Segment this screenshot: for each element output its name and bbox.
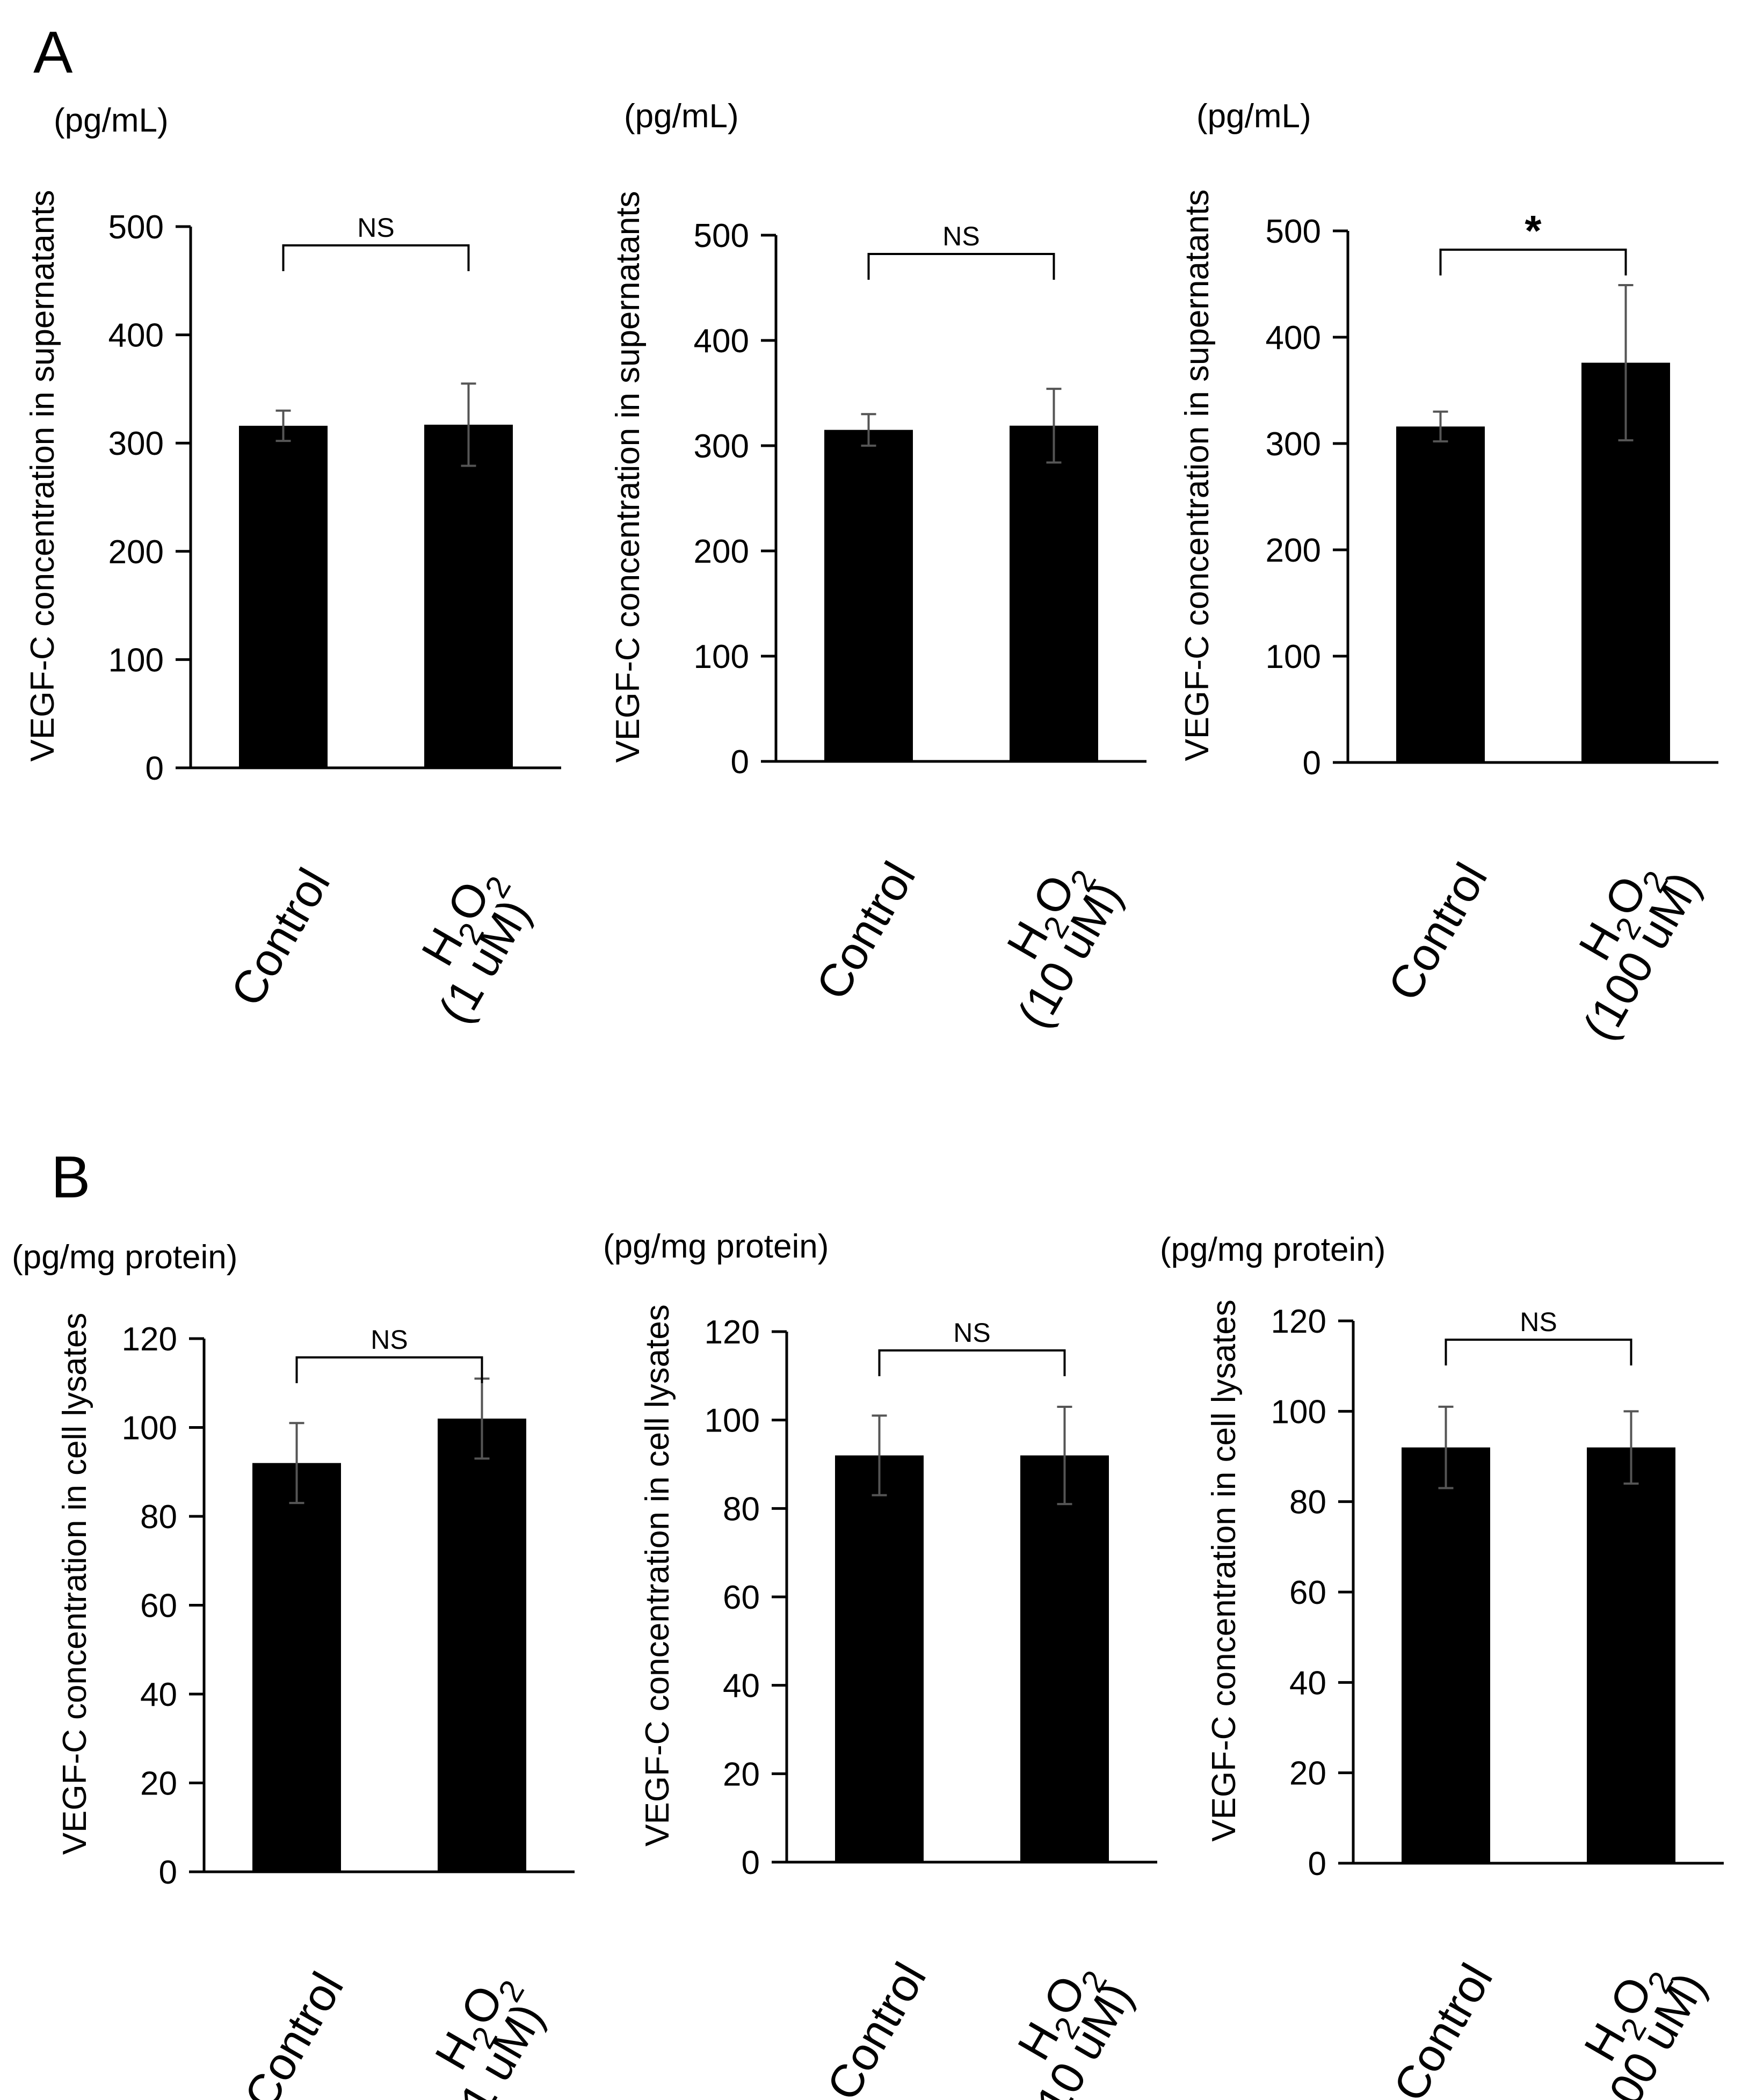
y-tick-label: 80 <box>1289 1484 1326 1521</box>
significance-label: NS <box>371 1325 408 1355</box>
y-axis-label: VEGF-C concentration in supernatants <box>1179 190 1216 761</box>
y-tick-label: 400 <box>694 323 749 360</box>
y-tick-label: 80 <box>723 1491 760 1528</box>
y-tick-label: 20 <box>723 1756 760 1793</box>
panel-b-letter: B <box>51 1144 90 1210</box>
y-tick-label: 0 <box>146 750 164 787</box>
y-axis-label: VEGF-C concentration in cell lysates <box>1206 1299 1243 1842</box>
significance-bracket <box>1439 249 1627 275</box>
y-axis-label: VEGF-C concentration in supernatants <box>24 190 61 762</box>
bar-control <box>1396 426 1485 762</box>
bar-control <box>1402 1447 1490 1863</box>
y-tick-label: 120 <box>122 1321 177 1358</box>
y-tick-label: 20 <box>1289 1755 1326 1792</box>
y-tick-label: 20 <box>140 1765 177 1803</box>
unit-label: (pg/mg protein) <box>603 1228 829 1265</box>
significance-label: NS <box>1520 1307 1557 1337</box>
unit-label: (pg/mg protein) <box>12 1239 237 1276</box>
y-tick-label: 400 <box>108 317 164 354</box>
y-axis-label: VEGF-C concentration in supernatants <box>609 191 647 763</box>
significance-bracket <box>878 1349 1066 1376</box>
significance-label: NS <box>953 1318 990 1348</box>
significance-label: * <box>1525 207 1542 255</box>
y-tick-label: 300 <box>1266 426 1321 463</box>
bar-h2o2 <box>438 1418 526 1872</box>
bar-control <box>824 430 913 761</box>
y-tick-label: 300 <box>108 425 164 462</box>
bar-control <box>835 1455 924 1862</box>
y-tick-label: 500 <box>694 217 749 255</box>
bar-control <box>252 1463 341 1872</box>
significance-label: NS <box>357 213 394 243</box>
y-tick-label: 0 <box>731 744 749 781</box>
significance-bracket <box>867 253 1055 280</box>
bar-h2o2 <box>1587 1447 1675 1863</box>
y-tick-label: 500 <box>108 209 164 246</box>
significance-label: NS <box>942 221 979 251</box>
significance-bracket <box>282 244 470 271</box>
y-tick-label: 0 <box>742 1844 760 1881</box>
y-tick-label: 40 <box>723 1668 760 1705</box>
y-tick-label: 100 <box>1271 1393 1326 1430</box>
y-tick-label: 200 <box>1266 532 1321 569</box>
y-axis-label: VEGF-C concentration in cell lysates <box>56 1313 93 1855</box>
y-tick-label: 0 <box>159 1854 177 1891</box>
y-tick-label: 60 <box>723 1579 760 1616</box>
unit-label: (pg/mg protein) <box>1160 1231 1385 1268</box>
unit-label: (pg/mL) <box>1196 98 1311 135</box>
y-tick-label: 400 <box>1266 319 1321 357</box>
y-tick-label: 100 <box>122 1410 177 1447</box>
significance-bracket <box>295 1356 483 1383</box>
bar-h2o2 <box>1010 425 1098 761</box>
bar-h2o2 <box>424 424 513 768</box>
unit-label: (pg/mL) <box>54 102 169 139</box>
y-tick-label: 100 <box>694 638 749 675</box>
y-tick-label: 60 <box>1289 1574 1326 1611</box>
y-tick-label: 0 <box>1308 1845 1326 1883</box>
y-tick-label: 80 <box>140 1499 177 1536</box>
y-tick-label: 40 <box>1289 1665 1326 1702</box>
y-tick-label: 60 <box>140 1588 177 1625</box>
y-tick-label: 100 <box>108 642 164 679</box>
y-tick-label: 200 <box>694 533 749 570</box>
bar-h2o2 <box>1020 1455 1109 1862</box>
bar-control <box>239 425 328 768</box>
y-tick-label: 200 <box>108 534 164 571</box>
y-tick-label: 100 <box>705 1403 760 1440</box>
chart-6: (pg/mg protein) VEGF-C concentration in c… <box>1160 1231 1724 2100</box>
unit-label: (pg/mL) <box>624 98 739 135</box>
y-tick-label: 120 <box>705 1314 760 1351</box>
y-tick-label: 100 <box>1266 638 1321 675</box>
y-tick-label: 120 <box>1271 1303 1326 1340</box>
y-tick-label: 300 <box>694 428 749 465</box>
chart-3: (pg/mL) VEGF-C concentration in supernata… <box>1179 98 1718 1049</box>
category-label-h2o2: H2O2 <box>1008 1952 1114 2074</box>
y-tick-label: 500 <box>1266 213 1321 250</box>
y-axis-label: VEGF-C concentration in cell lysates <box>639 1304 676 1847</box>
significance-bracket <box>1445 1339 1632 1365</box>
y-tick-label: 40 <box>140 1676 177 1713</box>
panel-a-letter: A <box>33 19 73 85</box>
y-tick-label: 0 <box>1303 745 1321 782</box>
